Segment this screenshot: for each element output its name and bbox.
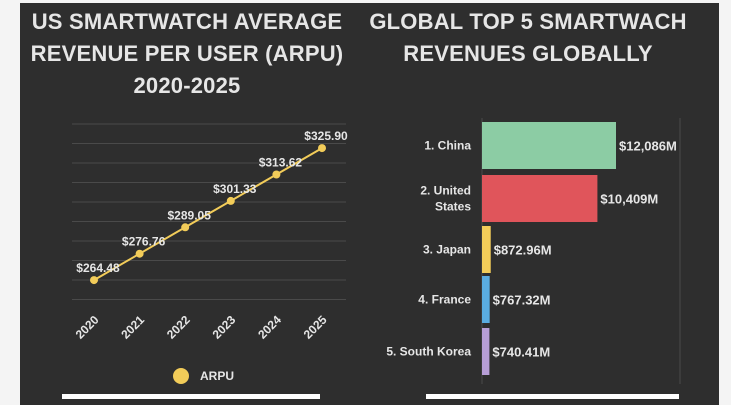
category-label: 2. United States [420,184,471,214]
revenue-chart-title: GLOBAL TOP 5 SMARTWACH REVENUES GLOBALLY [369,9,687,66]
bar-value-label: $767.32M [493,293,551,308]
category-label: 3. Japan [423,243,471,257]
x-tick-label: 2020 [73,313,102,342]
arpu-point [226,196,235,205]
x-tick-label: 2021 [118,313,147,342]
x-tick-label: 2022 [164,313,193,342]
bar-value-label: $12,086M [619,139,677,154]
arpu-data-label: $313.62 [259,155,303,169]
arpu-point [272,170,281,179]
arpu-point [135,249,144,258]
x-tick-label: 2024 [255,313,284,342]
infographic-panel [20,3,719,405]
legend-label-arpu: ARPU [200,369,235,383]
category-label: 4. France [418,293,471,307]
category-label: 1. China [424,139,471,153]
category-label: 5. South Korea [386,345,471,359]
arpu-point [318,144,326,153]
bar-value-label: $740.41M [492,345,550,360]
arpu-line [93,147,323,281]
arpu-data-label: $289.05 [168,208,212,222]
revenue-bar [482,328,490,375]
arpu-data-label: $325.90 [304,129,348,143]
revenue-bar [482,226,491,273]
arpu-data-label: $301.33 [213,182,257,196]
arpu-point [181,223,190,232]
revenue-bar [482,175,598,222]
arpu-data-label: $276.76 [122,235,166,249]
arpu-point [90,276,98,285]
bar-value-label: $10,409M [600,192,658,207]
bottom-line-left [62,394,320,399]
revenue-bar [482,122,616,169]
x-tick-label: 2025 [301,313,330,342]
arpu-data-label: $264.48 [76,261,120,275]
legend-marker-arpu [173,368,189,384]
revenue-bar [482,276,490,323]
bar-value-label: $872.96M [494,243,552,258]
x-tick-label: 2023 [210,313,239,342]
bottom-line-right [426,394,679,399]
arpu-chart-title: US SMARTWATCH AVERAGE REVENUE PER USER (… [30,9,344,98]
